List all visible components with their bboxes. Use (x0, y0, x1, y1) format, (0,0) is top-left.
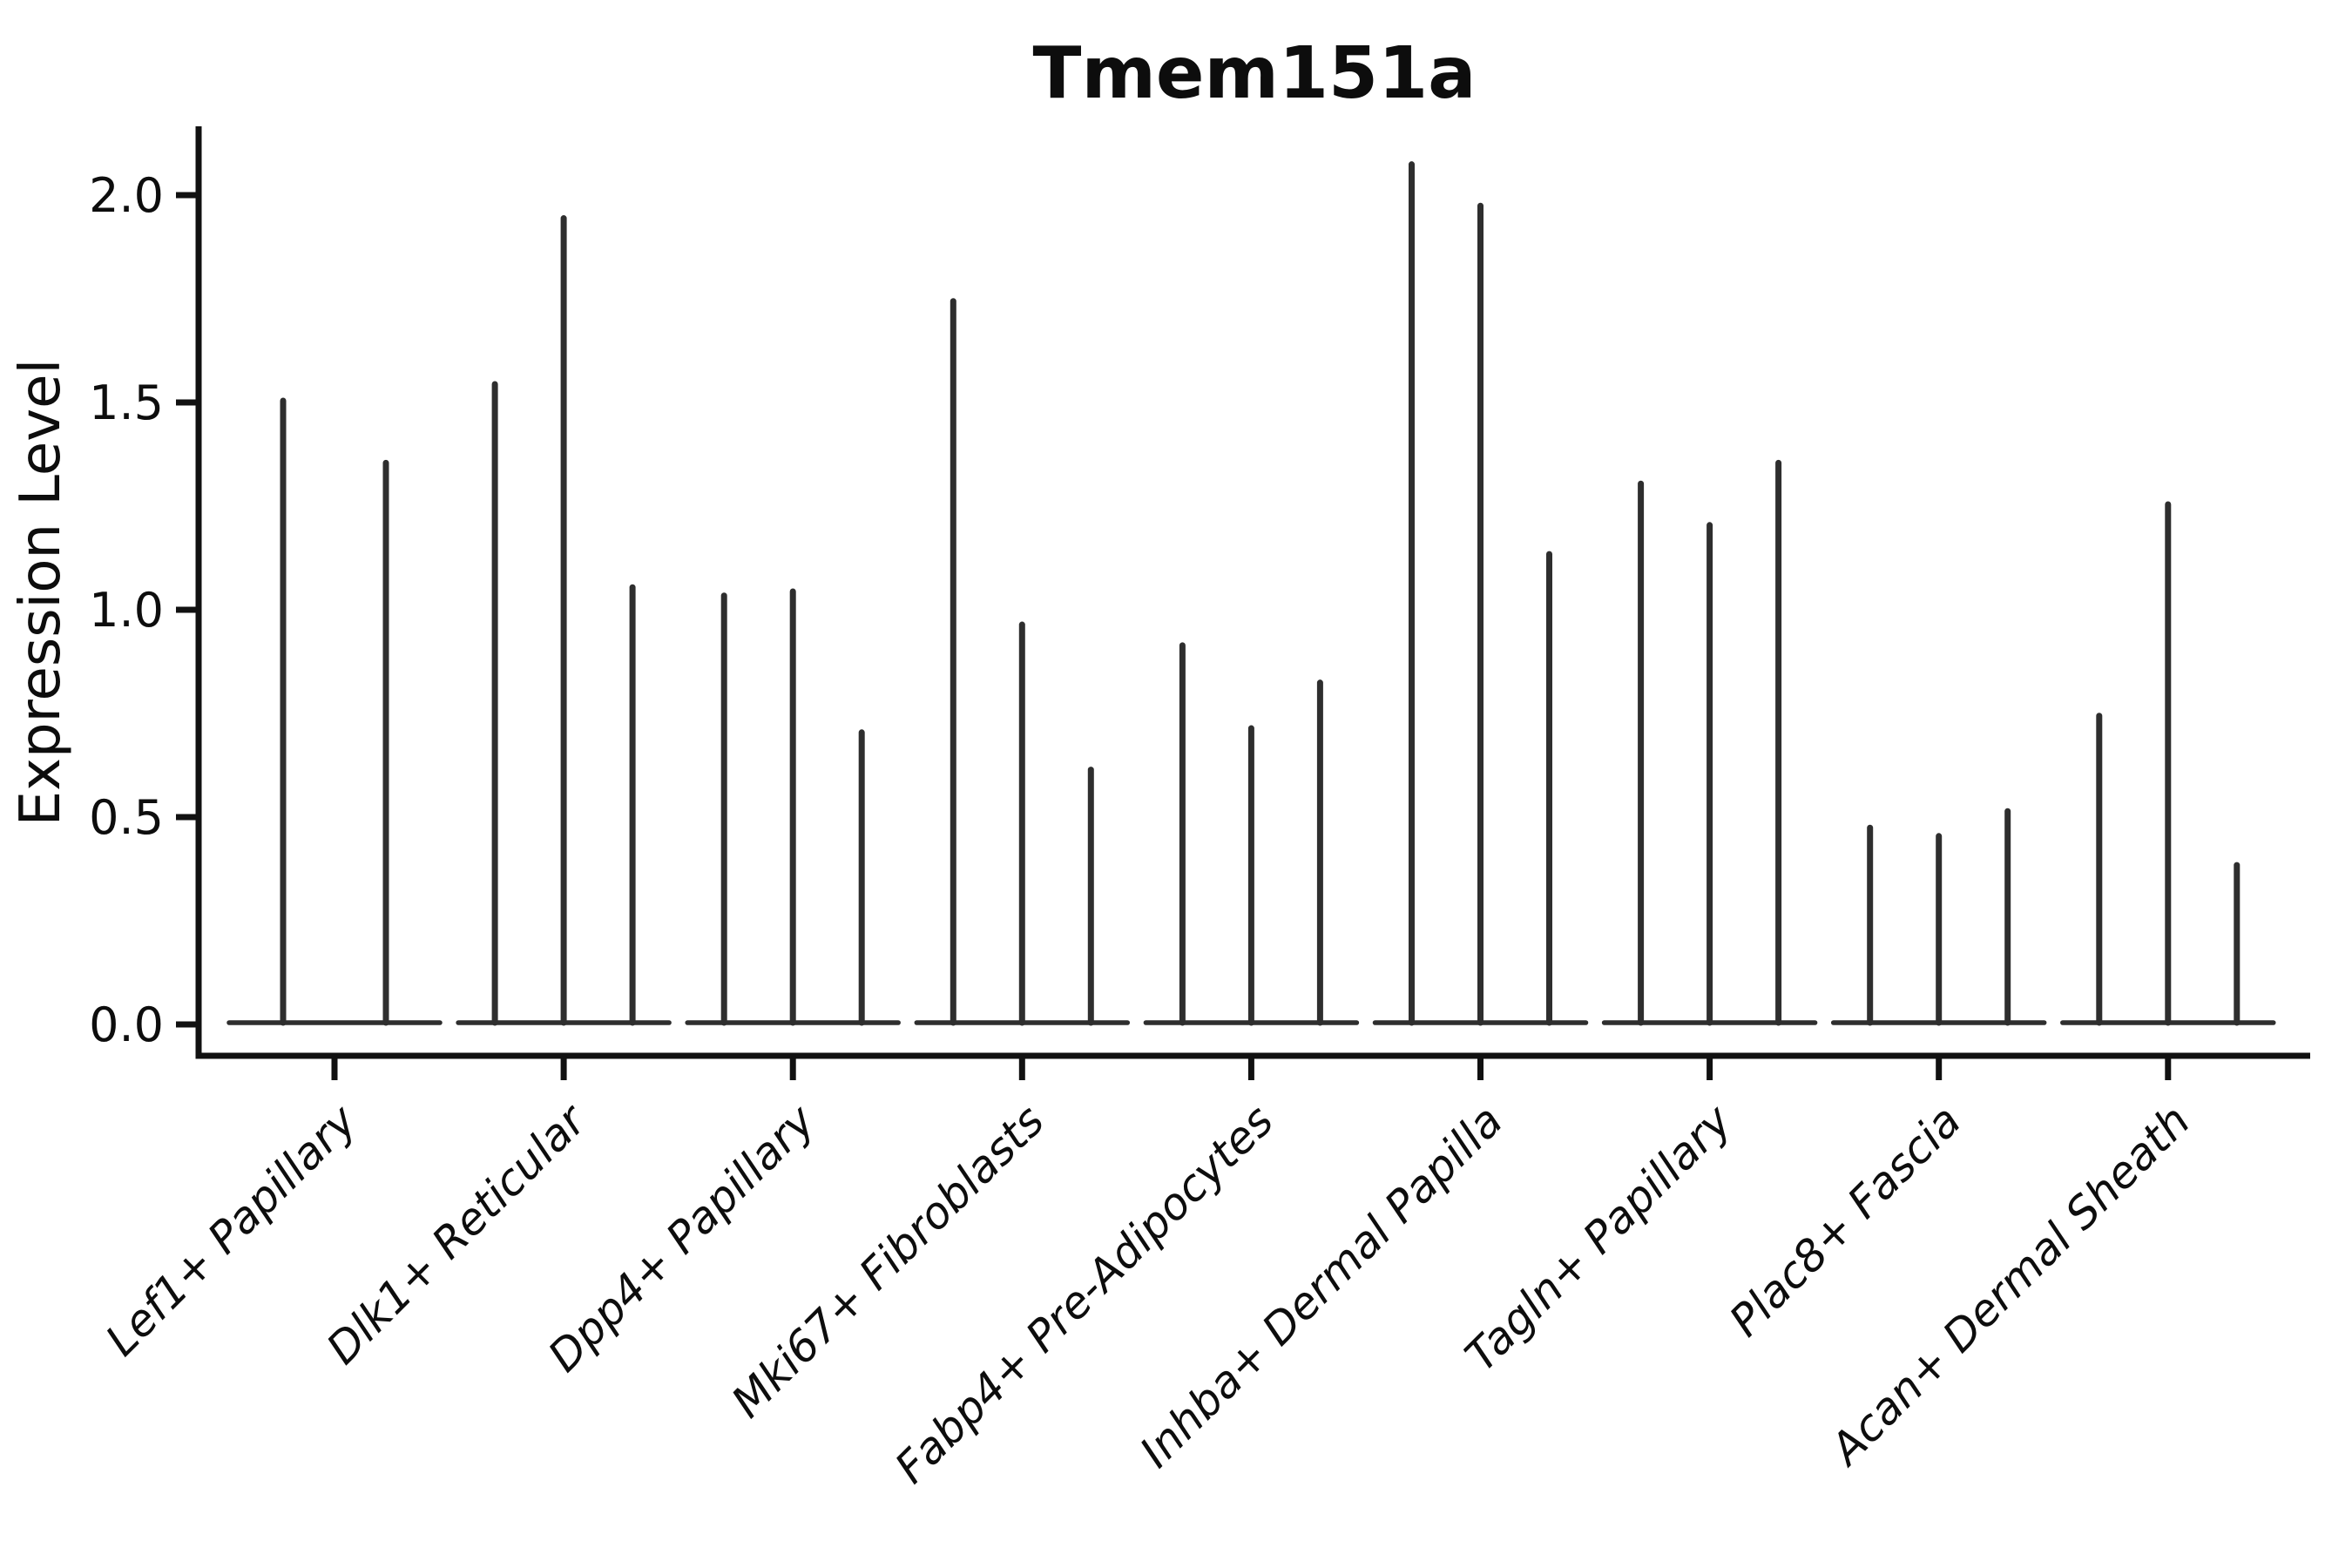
violin-group (1372, 161, 1589, 1026)
y-tick-label: 1.0 (89, 583, 164, 638)
x-tick-label: Fabp4+ Pre-Adipocytes (885, 1095, 1283, 1493)
violin-group (2060, 501, 2276, 1026)
y-tick-label: 2.0 (89, 168, 164, 223)
violin-group (1143, 642, 1360, 1026)
violin-group (1601, 459, 1818, 1026)
y-axis-label: Expression Level (9, 359, 73, 827)
violin-group (226, 397, 443, 1026)
y-tick-label: 0.5 (89, 790, 164, 845)
violin-group (914, 298, 1131, 1026)
x-tick-label: Lef1+ Papillary (96, 1094, 367, 1365)
axes-layer: 0.0 0.5 1.0 1.5 2.0 (89, 126, 2310, 1080)
violin-group (456, 215, 672, 1026)
x-tick-label: Plac8+ Fascia (1720, 1095, 1970, 1346)
x-tick-label: Acan+ Dermal Sheath (1819, 1095, 2200, 1476)
violin-group (685, 588, 901, 1026)
violin-group (1830, 808, 2047, 1026)
chart-title: Tmem151a (1033, 32, 1477, 115)
y-tick-label: 1.5 (89, 375, 164, 430)
y-tick-label: 0.0 (89, 997, 164, 1052)
x-tick-label: Inhba+ Dermal Papilla (1131, 1095, 1512, 1477)
violins-layer (226, 161, 2276, 1026)
